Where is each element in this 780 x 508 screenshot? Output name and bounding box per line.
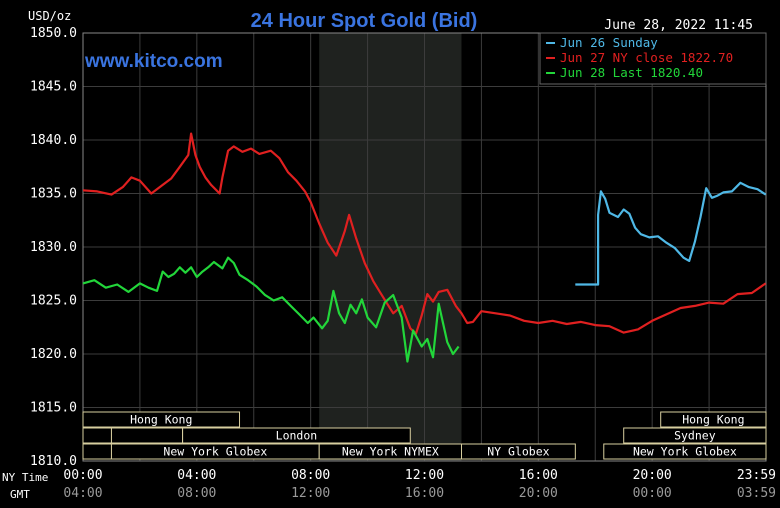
session-box	[460, 443, 576, 460]
session-label: Hong Kong	[130, 413, 192, 427]
x-tick-label-gmt: 04:00	[63, 486, 102, 501]
session-label: New York NYMEX	[342, 445, 439, 459]
y-tick-label: 1835.0	[30, 187, 77, 202]
x-tick-label-ny: 04:00	[177, 468, 216, 483]
x-tick-label-ny: 00:00	[63, 468, 102, 483]
session-box	[623, 427, 767, 444]
ny-time-row-label: NY Time	[2, 471, 48, 484]
session-box	[660, 411, 767, 428]
session-box	[82, 411, 241, 428]
x-tick-label-gmt: 03:59	[737, 486, 776, 501]
x-tick-label-ny: 16:00	[519, 468, 558, 483]
y-tick-label: 1825.0	[30, 294, 77, 309]
series-line-2	[82, 132, 767, 335]
y-tick-label: 1840.0	[30, 133, 77, 148]
x-tick-label-ny: 20:00	[633, 468, 672, 483]
session-box	[110, 427, 184, 444]
series-line-1	[575, 181, 767, 286]
session-box	[182, 427, 411, 444]
gmt-row-label: GMT	[10, 488, 30, 501]
y-tick-label: 1820.0	[30, 347, 77, 362]
y-tick-label: 1830.0	[30, 240, 77, 255]
timestamp: June 28, 2022 11:45	[604, 18, 753, 33]
series-line-3	[82, 256, 460, 363]
x-tick-label-gmt: 16:00	[405, 486, 444, 501]
x-tick-label-gmt: 20:00	[519, 486, 558, 501]
x-tick-label-gmt: 12:00	[291, 486, 330, 501]
session-label: Sydney	[674, 429, 716, 443]
x-tick-label-ny: 08:00	[291, 468, 330, 483]
session-box	[82, 427, 112, 444]
legend-entry: Jun 28 Last 1820.40	[560, 65, 703, 80]
unit-label: USD/oz	[28, 9, 71, 23]
x-tick-label-gmt: 00:00	[633, 486, 672, 501]
x-tick-label-ny: 23:59	[737, 468, 776, 483]
session-label: London	[276, 429, 318, 443]
session-label: Hong Kong	[682, 413, 744, 427]
y-tick-label: 1850.0	[30, 26, 77, 41]
session-label: New York Globex	[633, 445, 737, 459]
y-tick-label: 1845.0	[30, 80, 77, 95]
session-label: NY Globex	[487, 445, 549, 459]
session-box	[82, 443, 112, 460]
y-tick-label: 1815.0	[30, 401, 77, 416]
legend-box	[539, 32, 767, 85]
plot-frame	[82, 32, 767, 462]
session-label: New York Globex	[163, 445, 267, 459]
session-box	[603, 443, 767, 460]
chart-title: 24 Hour Spot Gold (Bid)	[251, 10, 478, 32]
x-tick-label-gmt: 08:00	[177, 486, 216, 501]
watermark: www.kitco.com	[84, 51, 223, 72]
y-tick-label: 1810.0	[30, 454, 77, 469]
legend-entry: Jun 27 NY close 1822.70	[560, 50, 733, 65]
legend-entry: Jun 26 Sunday	[560, 35, 658, 50]
x-tick-label-ny: 12:00	[405, 468, 444, 483]
